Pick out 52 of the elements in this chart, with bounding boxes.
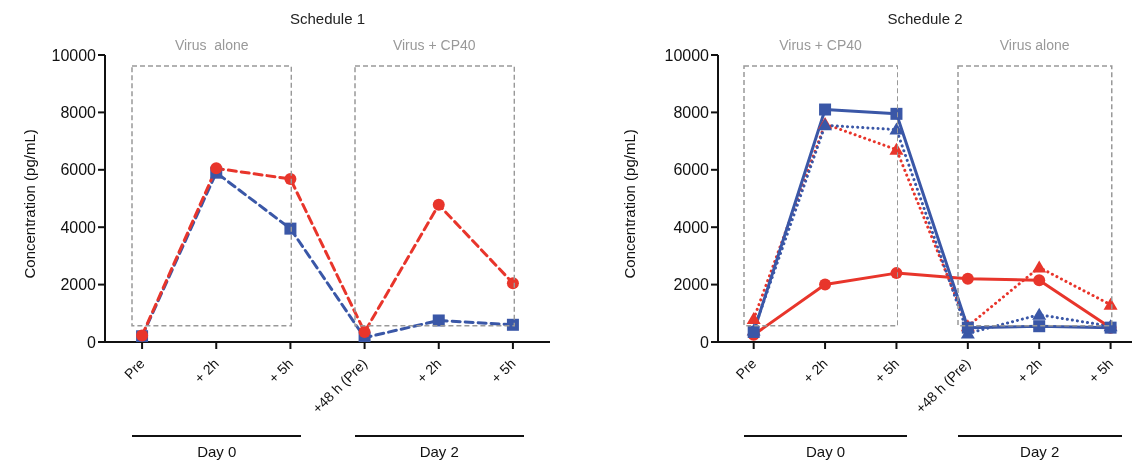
- text: Day 2: [418, 443, 460, 460]
- y-tick-label: 6000: [60, 161, 97, 179]
- text: Day 0: [804, 443, 847, 460]
- point: [506, 318, 519, 331]
- point: [746, 312, 761, 325]
- x-tick-label: + 5h: [871, 355, 903, 387]
- y-tick-label: 2000: [673, 276, 710, 294]
- x-tick-label: + 2h: [799, 355, 831, 387]
- point: [889, 122, 904, 135]
- text: Day 0: [196, 443, 238, 460]
- point: [1032, 307, 1047, 320]
- y-tick-label: 4000: [673, 218, 710, 236]
- y-tick-label: 0: [700, 333, 710, 351]
- y-axis-title: Concentration (pg/mL): [621, 129, 639, 279]
- x-tick-label: + 5h: [1085, 355, 1117, 387]
- y-tick-label: 10000: [664, 46, 710, 64]
- x-tick-label: + 2h: [1014, 355, 1045, 387]
- y-tick-label: 2000: [60, 276, 97, 294]
- x-tick-label: + 5h: [487, 355, 519, 387]
- text: Virus alone: [173, 37, 250, 53]
- point: [819, 278, 832, 291]
- point: [432, 198, 445, 211]
- text: Day 2: [1019, 443, 1061, 460]
- y-tick-label: 10000: [51, 46, 97, 64]
- point: [1033, 274, 1046, 287]
- point: [358, 325, 371, 338]
- point: [210, 162, 223, 175]
- point: [1032, 260, 1047, 273]
- y-tick-label: 8000: [673, 104, 710, 122]
- text: Virus + CP40: [391, 37, 477, 53]
- point: [506, 277, 519, 290]
- point: [284, 222, 297, 235]
- point: [961, 272, 974, 285]
- y-tick-label: 6000: [673, 161, 710, 179]
- y-tick-label: 4000: [60, 218, 97, 236]
- y-tick-label: 8000: [60, 104, 97, 122]
- text: Virus + CP40: [778, 37, 863, 53]
- chart-title: Schedule 2: [886, 10, 964, 27]
- point: [819, 103, 832, 116]
- y-tick-label: 0: [87, 333, 97, 351]
- x-tick-label: Pre: [121, 355, 148, 383]
- point: [432, 314, 445, 327]
- point: [890, 107, 903, 120]
- y-axis-title: Concentration (pg/mL): [21, 129, 39, 279]
- x-tick-label: + 2h: [413, 355, 445, 387]
- text: Virus alone: [998, 37, 1071, 53]
- x-tick-label: + 2h: [191, 355, 222, 387]
- x-tick-label: Pre: [732, 355, 760, 383]
- point: [889, 142, 904, 155]
- point: [1033, 320, 1046, 333]
- chart-title: Schedule 1: [288, 10, 367, 27]
- x-tick-label: + 5h: [265, 355, 297, 387]
